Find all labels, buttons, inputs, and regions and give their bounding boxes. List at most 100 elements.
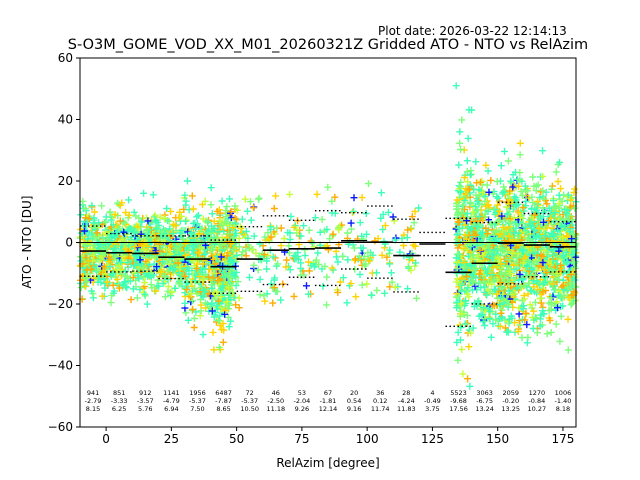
scatter-point-2094 (533, 329, 541, 337)
scatter-point-804 (137, 230, 145, 238)
scatter-point-2668 (555, 191, 563, 199)
scatter-point-1091 (189, 297, 197, 305)
scatter-point-931 (87, 266, 95, 273)
scatter-point-1863 (404, 285, 412, 293)
scatter-point-1022 (190, 315, 198, 322)
scatter-point-216 (155, 282, 163, 290)
scatter-point-634 (79, 197, 87, 205)
y-tick-label-5: 40 (58, 113, 73, 127)
scatter-point-936 (84, 257, 92, 265)
scatter-point-1301 (188, 192, 196, 200)
bin-mean-label-15: -6.75 (476, 397, 493, 405)
scatter-point-1871 (377, 189, 385, 197)
scatter-point-687 (122, 209, 130, 217)
bin-mean-label-3: -4.79 (163, 397, 180, 405)
scatter-point-762 (134, 272, 142, 280)
bin-mean-label-0: -2.79 (85, 397, 102, 405)
bin-std-label-16: 13.25 (501, 405, 520, 413)
bin-mean-label-11: 0.12 (373, 397, 387, 405)
scatter-point-884 (92, 232, 100, 240)
scatter-point-618 (161, 215, 169, 222)
scatter-point-1734 (389, 213, 397, 221)
scatter-point-468 (125, 196, 133, 204)
scatter-point-1749 (363, 280, 371, 288)
bin-mean-label-16: -0.20 (502, 397, 519, 405)
scatter-point-1896 (350, 207, 358, 215)
scatter-point-874 (145, 256, 153, 263)
bin-std-label-18: 8.18 (556, 405, 570, 413)
scatter-point-1391 (185, 270, 193, 278)
scatter-point-30 (133, 294, 141, 302)
scatter-point-655 (86, 240, 94, 248)
scatter-point-581 (77, 276, 85, 284)
scatter-point-2616 (478, 177, 486, 185)
scatter-point-918 (131, 262, 139, 270)
y-tick-label-0: −60 (48, 420, 73, 434)
scatter-point-915 (136, 256, 144, 264)
bin-std-label-15: 13.24 (475, 405, 494, 413)
scatter-point-889 (156, 247, 164, 255)
scatter-point-604 (111, 211, 119, 218)
scatter-point-1407 (199, 215, 207, 223)
scatter-point-836 (100, 251, 108, 259)
y-tick-label-6: 60 (58, 51, 73, 65)
scatter-point-1858 (250, 261, 258, 269)
scatter-point-492 (121, 219, 128, 227)
scatter-point-1633 (286, 190, 294, 198)
scatter-point-3580 (465, 343, 473, 351)
scatter-point-2497 (472, 158, 480, 166)
scatter-point-3612 (516, 139, 524, 147)
bin-count-6: 72 (246, 389, 254, 397)
scatter-point-1724 (323, 301, 331, 309)
scatter-point-1886 (344, 229, 352, 237)
scatter-point-3366 (548, 182, 556, 190)
scatter-point-894 (104, 234, 112, 242)
y-tick-label-1: −40 (48, 359, 73, 373)
scatter-point-1873 (256, 240, 264, 248)
bin-count-4: 1956 (189, 389, 206, 397)
bin-count-18: 1006 (555, 389, 572, 397)
scatter-point-758 (88, 202, 96, 210)
scatter-point-921 (157, 268, 165, 276)
scatter-point-1163 (226, 195, 233, 203)
scatter-point-734 (77, 211, 85, 219)
bin-mean-label-9: -1.81 (320, 397, 337, 405)
scatter-point-2848 (537, 299, 545, 307)
scatter-point-667 (115, 225, 123, 233)
bin-count-8: 53 (298, 389, 306, 397)
scatter-point-886 (120, 228, 128, 236)
scatter-point-865 (124, 227, 132, 235)
scatter-point-3291 (529, 325, 537, 332)
scatter-point-869 (169, 230, 177, 237)
scatter-point-1852 (413, 294, 420, 302)
scatter-point-1587 (209, 328, 217, 336)
scatter-point-1736 (261, 297, 269, 305)
scatter-point-897 (177, 241, 185, 249)
scatter-point-2713 (493, 178, 501, 185)
scatter-point-721 (149, 191, 157, 199)
bin-std-label-10: 9.16 (347, 405, 361, 413)
scatter-point-1737 (329, 230, 337, 238)
x-tick-label-7: 175 (551, 432, 574, 446)
scatter-point-3555 (452, 82, 460, 90)
scatter-point-1880 (343, 299, 351, 307)
scatter-point-1211 (192, 225, 200, 233)
bin-count-7: 46 (272, 389, 280, 397)
scatter-point-864 (175, 269, 183, 277)
scatter-point-1121 (222, 207, 230, 215)
scatter-point-1879 (286, 235, 294, 243)
scatter-point-512 (150, 213, 158, 221)
scatter-point-1766 (358, 281, 366, 289)
scatter-point-3650 (504, 157, 512, 165)
scatter-point-1876 (356, 271, 364, 278)
scatter-point-867 (140, 246, 148, 254)
scatter-point-1635 (277, 296, 285, 304)
scatter-point-1797 (362, 210, 370, 217)
scatter-point-1735 (344, 256, 352, 264)
scatter-point-1637 (318, 215, 326, 223)
scatter-point-1864 (270, 205, 278, 212)
scatter-point-3534 (463, 157, 471, 165)
scatter-point-932 (99, 237, 107, 245)
scatter-point-1638 (250, 232, 258, 240)
scatter-point-714 (127, 296, 135, 304)
